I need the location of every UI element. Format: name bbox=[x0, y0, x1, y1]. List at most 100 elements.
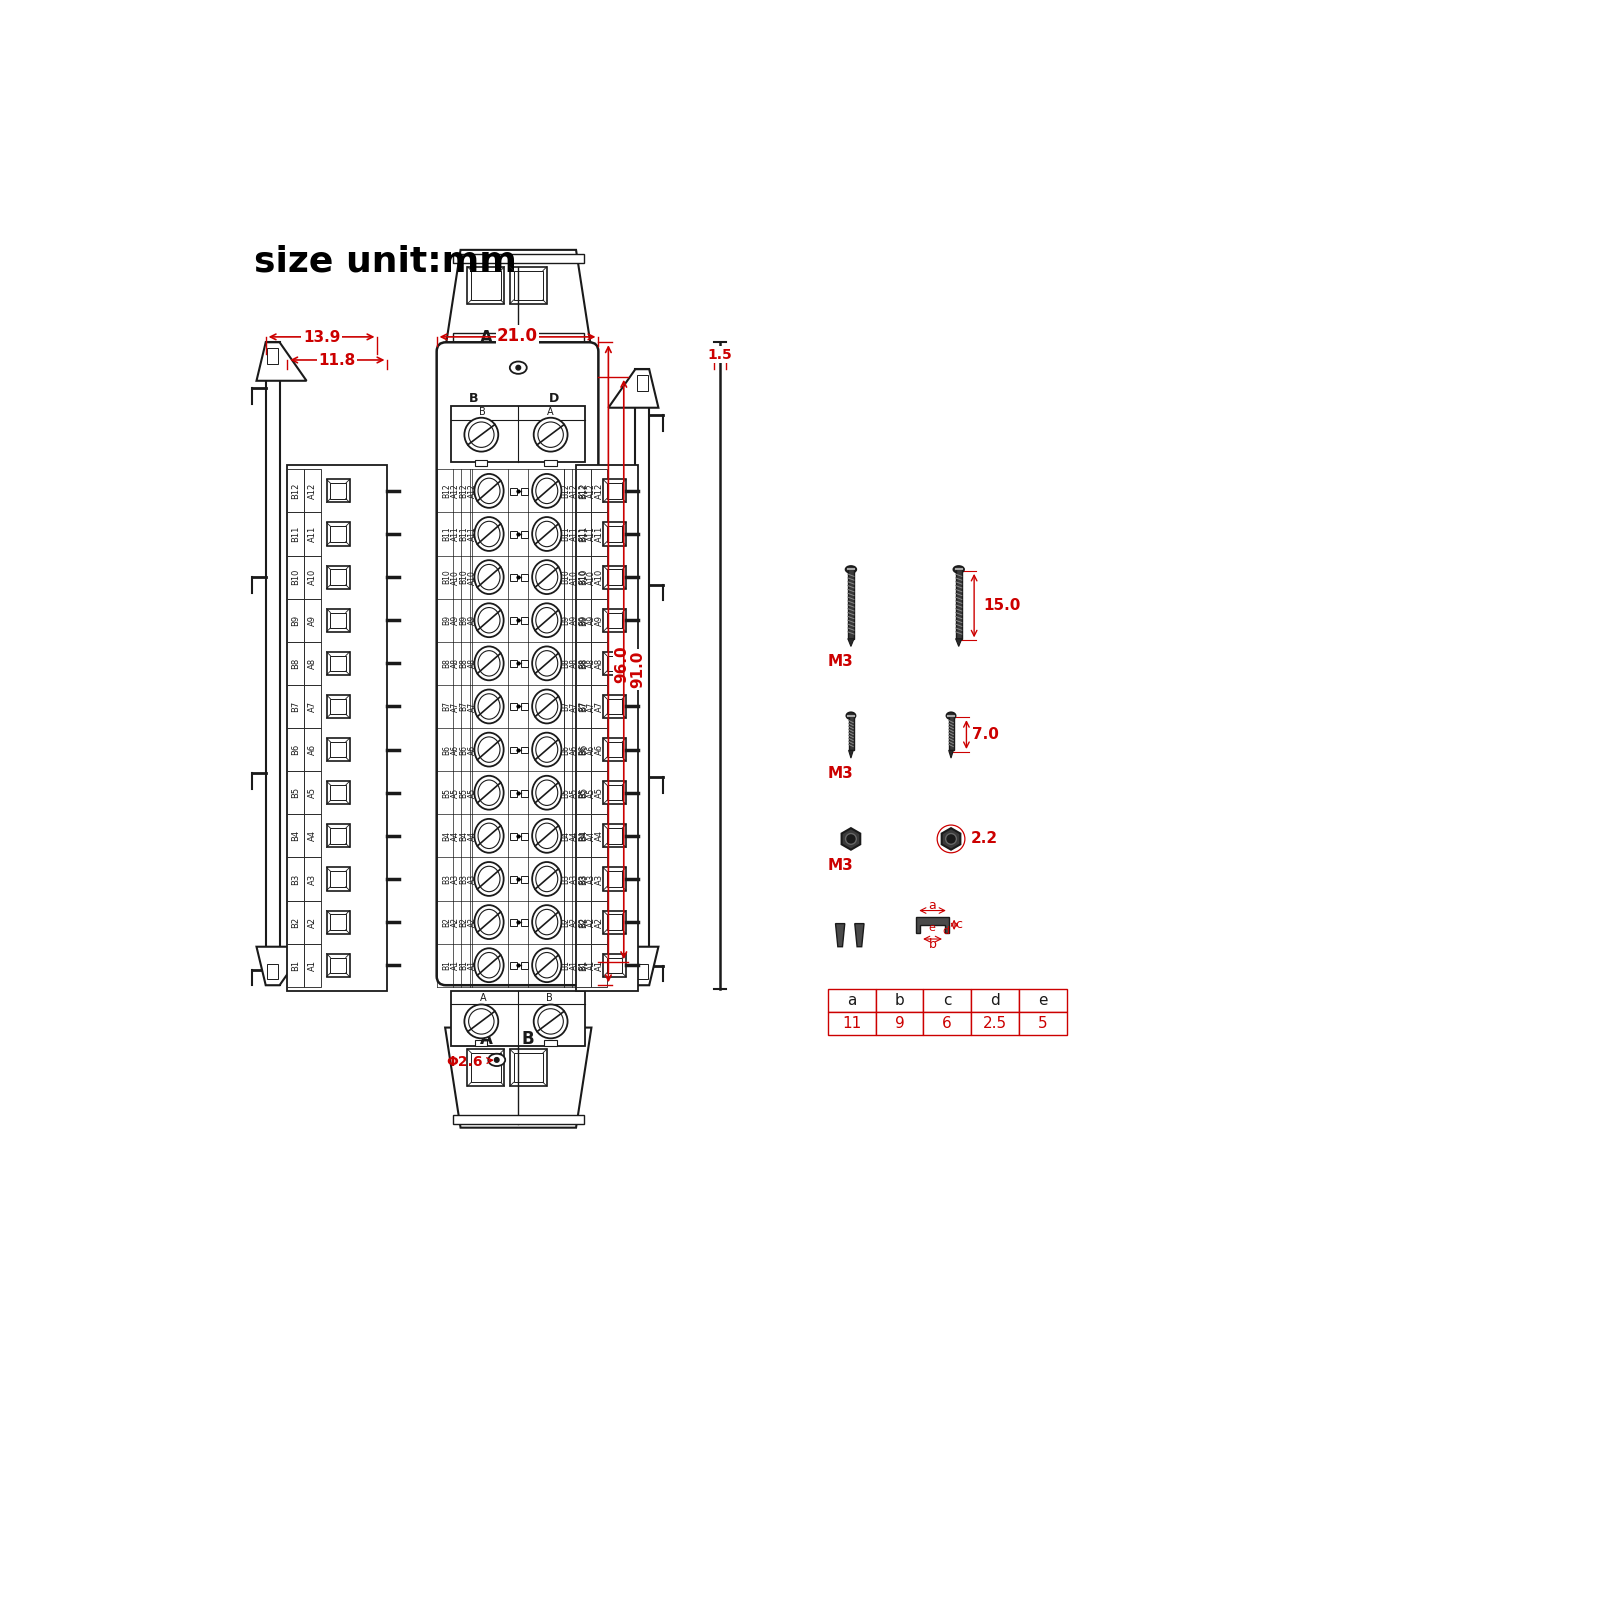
Text: A8: A8 bbox=[570, 658, 580, 668]
Bar bbox=[972, 989, 1018, 1012]
Ellipse shape bbox=[536, 780, 557, 805]
Bar bbox=[520, 789, 527, 797]
Ellipse shape bbox=[479, 780, 500, 805]
Bar bbox=[576, 466, 637, 991]
Bar bbox=[304, 642, 322, 685]
Ellipse shape bbox=[533, 418, 568, 451]
Polygon shape bbox=[836, 924, 845, 946]
Bar bbox=[607, 613, 623, 628]
Bar bbox=[287, 728, 304, 772]
Text: B8: B8 bbox=[442, 658, 451, 668]
Text: B2: B2 bbox=[291, 916, 301, 927]
Polygon shape bbox=[956, 639, 962, 647]
Bar bbox=[520, 575, 527, 581]
Text: A10: A10 bbox=[309, 568, 317, 586]
Bar bbox=[637, 375, 648, 391]
Text: e: e bbox=[929, 924, 935, 933]
Text: B10: B10 bbox=[562, 570, 570, 584]
Ellipse shape bbox=[474, 948, 504, 981]
Bar bbox=[604, 695, 626, 717]
Circle shape bbox=[946, 834, 956, 844]
Bar bbox=[453, 253, 584, 263]
Bar bbox=[604, 954, 626, 977]
Polygon shape bbox=[256, 946, 306, 985]
Polygon shape bbox=[949, 751, 953, 757]
Text: B7: B7 bbox=[442, 701, 451, 711]
Text: B5: B5 bbox=[459, 788, 467, 797]
Text: A2: A2 bbox=[450, 917, 459, 927]
Ellipse shape bbox=[532, 948, 562, 981]
Text: A7: A7 bbox=[570, 701, 580, 711]
Bar bbox=[604, 738, 626, 760]
Polygon shape bbox=[855, 924, 865, 946]
Bar bbox=[304, 943, 322, 986]
Text: M3: M3 bbox=[828, 655, 853, 669]
Bar bbox=[509, 616, 517, 624]
Text: 91.0: 91.0 bbox=[629, 652, 645, 688]
Bar bbox=[520, 876, 527, 882]
Ellipse shape bbox=[474, 517, 504, 551]
Text: A4: A4 bbox=[309, 831, 317, 842]
Text: B: B bbox=[522, 330, 535, 347]
Text: 1.5: 1.5 bbox=[708, 347, 732, 362]
Text: A5: A5 bbox=[309, 788, 317, 799]
Bar bbox=[509, 746, 517, 754]
Ellipse shape bbox=[538, 423, 564, 447]
Ellipse shape bbox=[479, 479, 500, 504]
Bar bbox=[544, 459, 557, 466]
Bar bbox=[576, 556, 591, 599]
Ellipse shape bbox=[536, 693, 557, 719]
Bar bbox=[604, 781, 626, 804]
Bar bbox=[849, 570, 853, 639]
Text: B: B bbox=[522, 1029, 535, 1049]
Bar bbox=[327, 479, 349, 503]
Ellipse shape bbox=[469, 1009, 495, 1034]
Bar bbox=[591, 599, 607, 642]
Text: A5: A5 bbox=[570, 788, 580, 797]
Text: B2: B2 bbox=[562, 917, 570, 927]
Bar bbox=[287, 815, 304, 858]
Text: 11: 11 bbox=[842, 1017, 861, 1031]
Bar bbox=[924, 989, 972, 1012]
Text: A8: A8 bbox=[450, 658, 459, 668]
Bar bbox=[327, 695, 349, 717]
Bar bbox=[876, 1012, 924, 1036]
Bar bbox=[287, 900, 304, 943]
Text: c: c bbox=[943, 993, 951, 1009]
Text: B: B bbox=[479, 407, 487, 416]
Bar bbox=[509, 575, 517, 581]
Text: 7.0: 7.0 bbox=[972, 727, 999, 741]
Bar bbox=[304, 858, 322, 900]
Bar bbox=[267, 349, 279, 363]
Text: A3: A3 bbox=[467, 874, 477, 884]
Text: B6: B6 bbox=[459, 744, 467, 754]
Text: A9: A9 bbox=[467, 615, 477, 626]
Text: 9: 9 bbox=[895, 1017, 905, 1031]
Text: 2.5: 2.5 bbox=[983, 1017, 1007, 1031]
Text: B9: B9 bbox=[442, 615, 451, 626]
Text: B5: B5 bbox=[578, 788, 588, 797]
Bar bbox=[330, 570, 346, 584]
Text: B10: B10 bbox=[578, 570, 588, 584]
Polygon shape bbox=[941, 828, 961, 850]
Bar bbox=[327, 781, 349, 804]
Ellipse shape bbox=[474, 604, 504, 637]
Text: A3: A3 bbox=[588, 874, 596, 884]
Bar bbox=[330, 957, 346, 973]
Polygon shape bbox=[842, 828, 860, 850]
Ellipse shape bbox=[532, 690, 562, 724]
Ellipse shape bbox=[953, 567, 964, 573]
Text: b: b bbox=[895, 993, 905, 1009]
Text: A3: A3 bbox=[450, 874, 459, 884]
Ellipse shape bbox=[532, 517, 562, 551]
Ellipse shape bbox=[479, 522, 500, 546]
Bar bbox=[607, 527, 623, 541]
Ellipse shape bbox=[532, 776, 562, 810]
Bar bbox=[304, 556, 322, 599]
Text: B: B bbox=[546, 993, 554, 1002]
Bar bbox=[509, 703, 517, 711]
Bar bbox=[327, 738, 349, 760]
Text: A10: A10 bbox=[588, 570, 596, 584]
Bar bbox=[591, 815, 607, 858]
Ellipse shape bbox=[536, 479, 557, 504]
